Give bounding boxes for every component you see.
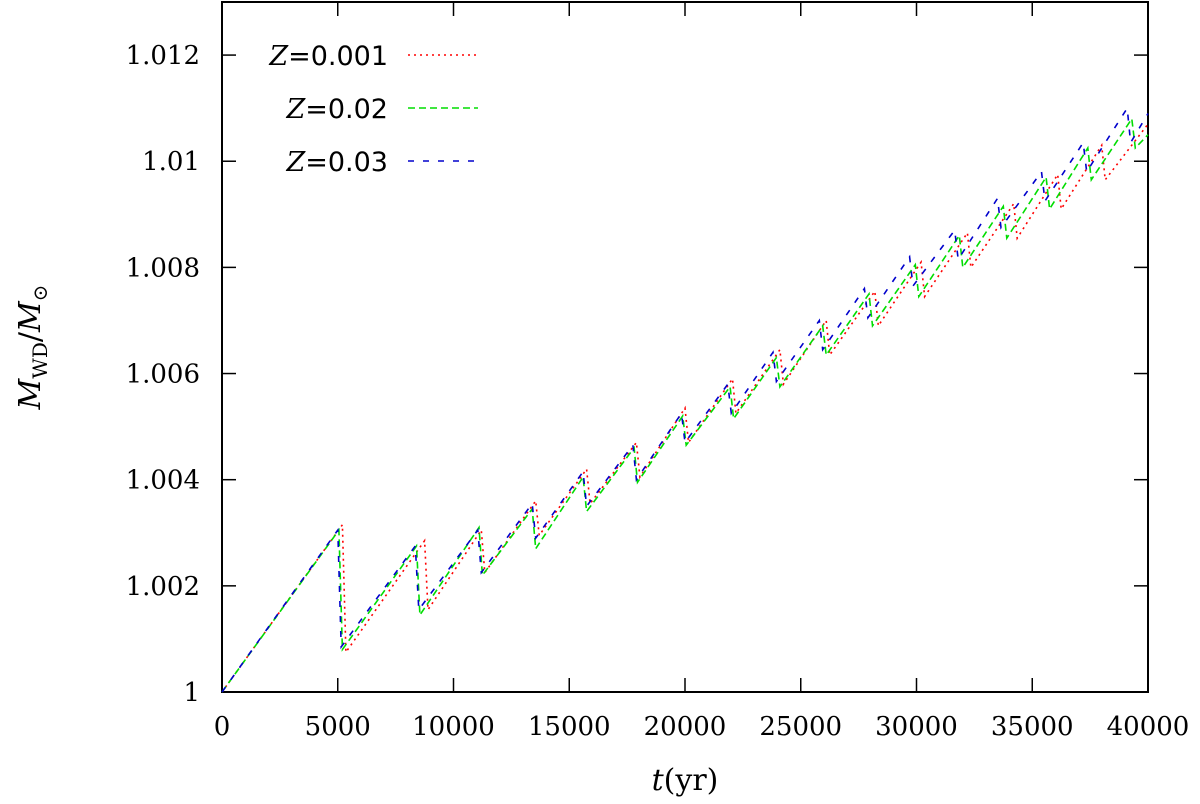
x-tick-label: 35000	[991, 712, 1074, 742]
x-axis-label: t(yr)	[652, 763, 719, 798]
y-tick-label: 1.002	[126, 572, 200, 602]
x-tick-label: 0	[214, 712, 231, 742]
y-tick-label: 1.006	[126, 360, 200, 390]
y-axis-label: MWD/M⊙	[13, 285, 52, 411]
y-tick-label: 1.004	[126, 466, 200, 496]
y-tick-label: 1.012	[126, 41, 200, 71]
tick-labels: 0 5000 10000 15000 20000 25000 30000 35000 40000…	[126, 41, 1190, 742]
x-tick-label: 25000	[759, 712, 842, 742]
y-tick-label: 1	[183, 678, 200, 708]
y-tick-label: 1.008	[126, 253, 200, 283]
series-lines	[221, 105, 1149, 693]
x-tick-label: 10000	[412, 712, 495, 742]
x-tick-label: 30000	[875, 712, 958, 742]
x-tick-label: 20000	[644, 712, 727, 742]
axis-ticks	[221, 2, 1149, 693]
legend-label: Z=0.001	[268, 41, 388, 72]
legend-label: Z=0.03	[285, 147, 388, 178]
x-tick-label: 15000	[528, 712, 611, 742]
series-line	[221, 116, 1149, 693]
series-line	[221, 105, 1149, 693]
x-tick-label: 5000	[305, 712, 371, 742]
y-tick-label: 1.01	[142, 147, 200, 177]
legend-label: Z=0.02	[285, 94, 388, 125]
series-line	[221, 123, 1149, 693]
x-tick-label: 40000	[1107, 712, 1190, 742]
legend: Z=0.001 Z=0.02 Z=0.03	[268, 41, 478, 178]
